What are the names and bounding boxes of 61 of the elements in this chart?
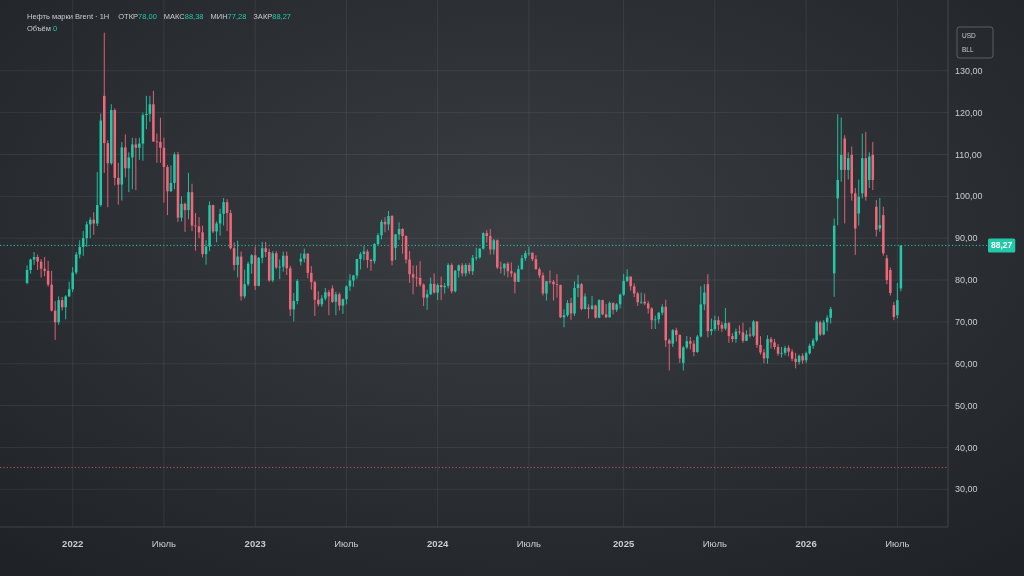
x-tick-label: Июль: [885, 538, 910, 550]
x-tick-label: Июль: [702, 538, 728, 550]
candlestick: [766, 334, 769, 365]
candlestick: [387, 210, 390, 231]
candlestick: [187, 172, 190, 220]
candlestick: [780, 346, 783, 358]
candlestick: [243, 269, 246, 299]
candlestick: [296, 278, 299, 305]
candlestick: [896, 282, 899, 319]
candlestick: [748, 326, 752, 338]
candlestick: [868, 151, 871, 189]
y-tick-label: 60,00: [955, 358, 978, 369]
x-tick-label: Июль: [151, 538, 177, 550]
candlestick: [875, 199, 878, 237]
y-tick-label: 90,00: [955, 233, 978, 244]
x-tick-label: 2023: [244, 538, 266, 550]
candlestick: [587, 303, 590, 319]
candlestick: [474, 247, 478, 261]
y-tick-label: 110,00: [955, 149, 982, 160]
candlestick: [71, 266, 74, 293]
candlestick: [489, 228, 492, 255]
candlestick: [878, 197, 882, 233]
candlestick: [710, 318, 713, 336]
candlestick: [653, 315, 657, 330]
x-tick-label: 2024: [427, 538, 449, 550]
candlestick: [443, 282, 446, 294]
candlestick: [527, 246, 531, 257]
candlestick: [57, 295, 60, 326]
y-tick-label: 120,00: [955, 107, 983, 118]
candlestick: [548, 269, 552, 285]
y-tick-label: 40,00: [955, 442, 978, 453]
candlestick: [92, 211, 96, 236]
x-tick-label: Июль: [334, 538, 359, 550]
candlestick: [285, 251, 289, 276]
y-tick-label: 100,00: [955, 191, 983, 202]
candlestick: [88, 216, 92, 239]
candlestick: [366, 249, 369, 269]
candlestick: [703, 283, 706, 311]
candlestick: [668, 338, 671, 371]
x-tick-label: 2026: [795, 538, 817, 550]
candlestick: [411, 264, 415, 295]
candlestick: [131, 137, 134, 190]
x-tick-label: Июль: [516, 538, 542, 550]
x-tick-label: 2022: [62, 538, 84, 550]
candlestick: [836, 113, 839, 226]
candlestick: [180, 195, 183, 222]
candlestick: [471, 254, 475, 276]
candlestick: [134, 137, 138, 191]
y-tick-label: 30,00: [955, 484, 978, 495]
y-tick-label: 130,00: [955, 65, 983, 76]
x-tick-label: 2025: [613, 538, 635, 550]
candlestick: [117, 162, 120, 206]
y-tick-label: 50,00: [955, 400, 978, 411]
candlestick: [724, 307, 727, 331]
candlestick: [281, 251, 285, 273]
candlestick: [64, 294, 67, 320]
candlestick: [32, 251, 36, 266]
y-tick-label: 70,00: [955, 317, 978, 328]
candlestick: [846, 151, 850, 181]
candlestick: [124, 133, 127, 178]
y-tick-label: 80,00: [955, 275, 978, 286]
